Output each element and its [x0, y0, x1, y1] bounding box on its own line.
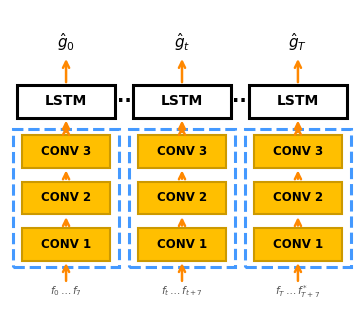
Bar	[138, 135, 226, 168]
Bar	[254, 228, 342, 261]
Text: CONV 1: CONV 1	[273, 238, 323, 251]
Text: CONV 1: CONV 1	[41, 238, 91, 251]
Text: $\hat{g}_t$: $\hat{g}_t$	[174, 31, 190, 53]
Text: $f_T\,\ldots\,f^*_{T+7}$: $f_T\,\ldots\,f^*_{T+7}$	[275, 283, 321, 300]
Bar	[129, 129, 235, 266]
Text: CONV 3: CONV 3	[157, 145, 207, 158]
Bar	[13, 129, 119, 266]
Bar	[133, 85, 231, 118]
Text: CONV 3: CONV 3	[273, 145, 323, 158]
Text: ··: ··	[117, 92, 132, 111]
Text: $\hat{g}_0$: $\hat{g}_0$	[57, 31, 75, 53]
Text: $f_t\,\ldots\,f_{t+7}$: $f_t\,\ldots\,f_{t+7}$	[161, 285, 203, 298]
Text: LSTM: LSTM	[277, 94, 319, 108]
Bar	[22, 135, 110, 168]
Bar	[254, 135, 342, 168]
Bar	[138, 182, 226, 214]
Text: ··: ··	[232, 92, 247, 111]
Bar	[138, 228, 226, 261]
Text: $\hat{g}_T$: $\hat{g}_T$	[288, 31, 308, 53]
Text: LSTM: LSTM	[161, 94, 203, 108]
Text: CONV 3: CONV 3	[41, 145, 91, 158]
Bar	[17, 85, 115, 118]
Text: CONV 1: CONV 1	[157, 238, 207, 251]
Bar	[22, 182, 110, 214]
Text: CONV 2: CONV 2	[157, 191, 207, 204]
Bar	[245, 129, 351, 266]
Text: $f_0\,\ldots\,f_7$: $f_0\,\ldots\,f_7$	[50, 285, 82, 298]
Text: CONV 2: CONV 2	[41, 191, 91, 204]
Bar	[249, 85, 347, 118]
Text: CONV 2: CONV 2	[273, 191, 323, 204]
Bar	[254, 182, 342, 214]
Bar	[22, 228, 110, 261]
Text: LSTM: LSTM	[45, 94, 87, 108]
